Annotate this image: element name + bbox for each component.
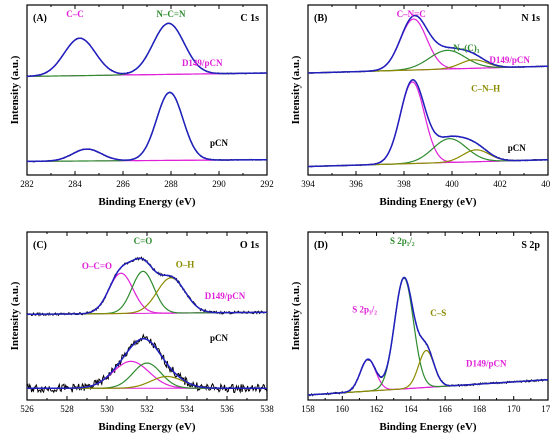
component-peak-1 <box>26 37 268 77</box>
y-axis-label: Intensity (a.u.) <box>290 55 302 124</box>
peak-annotation: C–N=C <box>397 9 426 19</box>
x-tick-label: 290 <box>212 179 226 189</box>
panel-title: O 1s <box>240 240 259 251</box>
peak-annotation: pCN <box>210 138 229 148</box>
x-axis-label: Binding Energy (eV) <box>379 421 477 433</box>
peak-annotation: O–C=O <box>82 261 112 271</box>
component-peak-2 <box>26 22 268 77</box>
peak-annotation: D149/pCN <box>489 55 530 65</box>
x-tick-label: 164 <box>404 404 418 414</box>
envelope-fit-line <box>26 22 268 78</box>
peak-annotation: S 2p₃/₂ <box>352 305 377 315</box>
panel-tag: (C) <box>33 240 47 251</box>
x-tick-label: 162 <box>370 404 384 414</box>
panel-title: S 2p <box>521 240 540 251</box>
x-axis-label: Binding Energy (eV) <box>98 196 196 208</box>
peak-annotation: S 2p₁/₂ <box>390 236 415 246</box>
raw-data-line <box>307 79 549 168</box>
component-peak-1 <box>307 358 549 396</box>
x-tick-label: 530 <box>100 404 114 414</box>
panel-title: C 1s <box>240 13 259 24</box>
raw-data-line <box>26 91 268 163</box>
y-axis-label: Intensity (a.u.) <box>9 281 21 350</box>
x-tick-label: 284 <box>68 179 82 189</box>
x-tick-label: 534 <box>180 404 194 414</box>
peak-annotation: C–S <box>430 308 446 318</box>
plot-frame <box>26 4 268 176</box>
x-tick-label: 402 <box>493 179 507 189</box>
envelope-fit-line <box>26 91 268 163</box>
peak-annotation: C=O <box>134 236 153 246</box>
x-tick-label: 398 <box>397 179 411 189</box>
x-tick-label: 528 <box>60 404 74 414</box>
x-tick-label: 166 <box>438 404 452 414</box>
peak-annotation: pCN <box>210 333 229 343</box>
x-axis-label: Binding Energy (eV) <box>379 196 477 208</box>
spectrum-d149-pcn <box>307 276 549 397</box>
panel-2: 394 396 398 400 402 404 Binding Energy (eV) Int… <box>290 4 550 208</box>
component-peak-1 <box>307 81 549 168</box>
peak-annotation: O–H <box>176 259 195 269</box>
x-tick-label: 168 <box>473 404 487 414</box>
x-tick-label: 158 <box>301 404 315 414</box>
x-tick-label: 292 <box>260 179 274 189</box>
envelope-fit-line <box>307 276 549 396</box>
x-tick-label: 282 <box>20 179 34 189</box>
y-axis-label: Intensity (a.u.) <box>9 55 21 124</box>
spectrum-d149-pcn <box>26 256 268 317</box>
peak-annotation: C–C <box>66 9 84 19</box>
x-tick-label: 536 <box>220 404 234 414</box>
x-tick-label: 170 <box>507 404 521 414</box>
x-tick-label: 532 <box>140 404 154 414</box>
x-tick-label: 400 <box>445 179 459 189</box>
panel-tag: (A) <box>33 13 47 24</box>
raw-data-line <box>26 256 268 317</box>
envelope-fit-line <box>26 257 268 316</box>
x-tick-label: 288 <box>164 179 178 189</box>
x-tick-label: 286 <box>116 179 130 189</box>
x-tick-label: 526 <box>20 404 34 414</box>
plot-frame <box>26 231 268 401</box>
x-axis-label: Binding Energy (eV) <box>98 421 196 433</box>
x-tick-label: 538 <box>260 404 274 414</box>
peak-annotation: D149/pCN <box>205 291 246 301</box>
panel-4: 158 160 162 164 166 168 170 172 Binding Energy (… <box>290 231 550 433</box>
plot-frame <box>307 231 549 401</box>
x-tick-label: 160 <box>336 404 350 414</box>
peak-annotation: C–N–H <box>471 84 500 94</box>
panel-tag: (B) <box>314 13 327 24</box>
peak-annotation: D149/pCN <box>466 358 507 368</box>
spectrum-pcn <box>26 91 268 163</box>
envelope-fit-line <box>307 79 549 168</box>
component-peak-1 <box>27 360 267 389</box>
spectrum-d149-pcn <box>26 22 268 78</box>
spectrum-pcn <box>307 79 549 168</box>
panel-3: 526 528 530 532 534 536 538 Binding Energy (eV)… <box>9 231 274 433</box>
x-tick-label: 404 <box>541 179 550 189</box>
panel-1: 282 284 286 288 290 292 Binding Energy (eV) Int… <box>9 4 274 208</box>
component-peak-1 <box>307 18 549 74</box>
peak-annotation: N–(C)₃ <box>453 43 479 53</box>
envelope-fit-line <box>307 14 549 74</box>
component-peak-2 <box>307 277 549 396</box>
raw-data-line <box>26 22 268 78</box>
peak-annotation: N–C=N <box>156 9 186 19</box>
raw-data-line <box>26 333 268 394</box>
panel-tag: (D) <box>314 240 328 251</box>
x-tick-label: 172 <box>541 404 550 414</box>
panel-title: N 1s <box>521 13 540 24</box>
component-peak-3 <box>307 349 549 396</box>
component-peak-2 <box>26 91 268 162</box>
spectrum-d149-pcn <box>307 14 549 74</box>
raw-data-line <box>307 276 549 397</box>
peak-annotation: D149/pCN <box>182 58 223 68</box>
x-tick-label: 394 <box>301 179 315 189</box>
spectrum-pcn <box>26 333 268 394</box>
envelope-fit-line <box>27 337 267 389</box>
x-tick-label: 396 <box>349 179 363 189</box>
peak-annotation: pCN <box>508 143 527 153</box>
y-axis-label: Intensity (a.u.) <box>290 281 302 350</box>
